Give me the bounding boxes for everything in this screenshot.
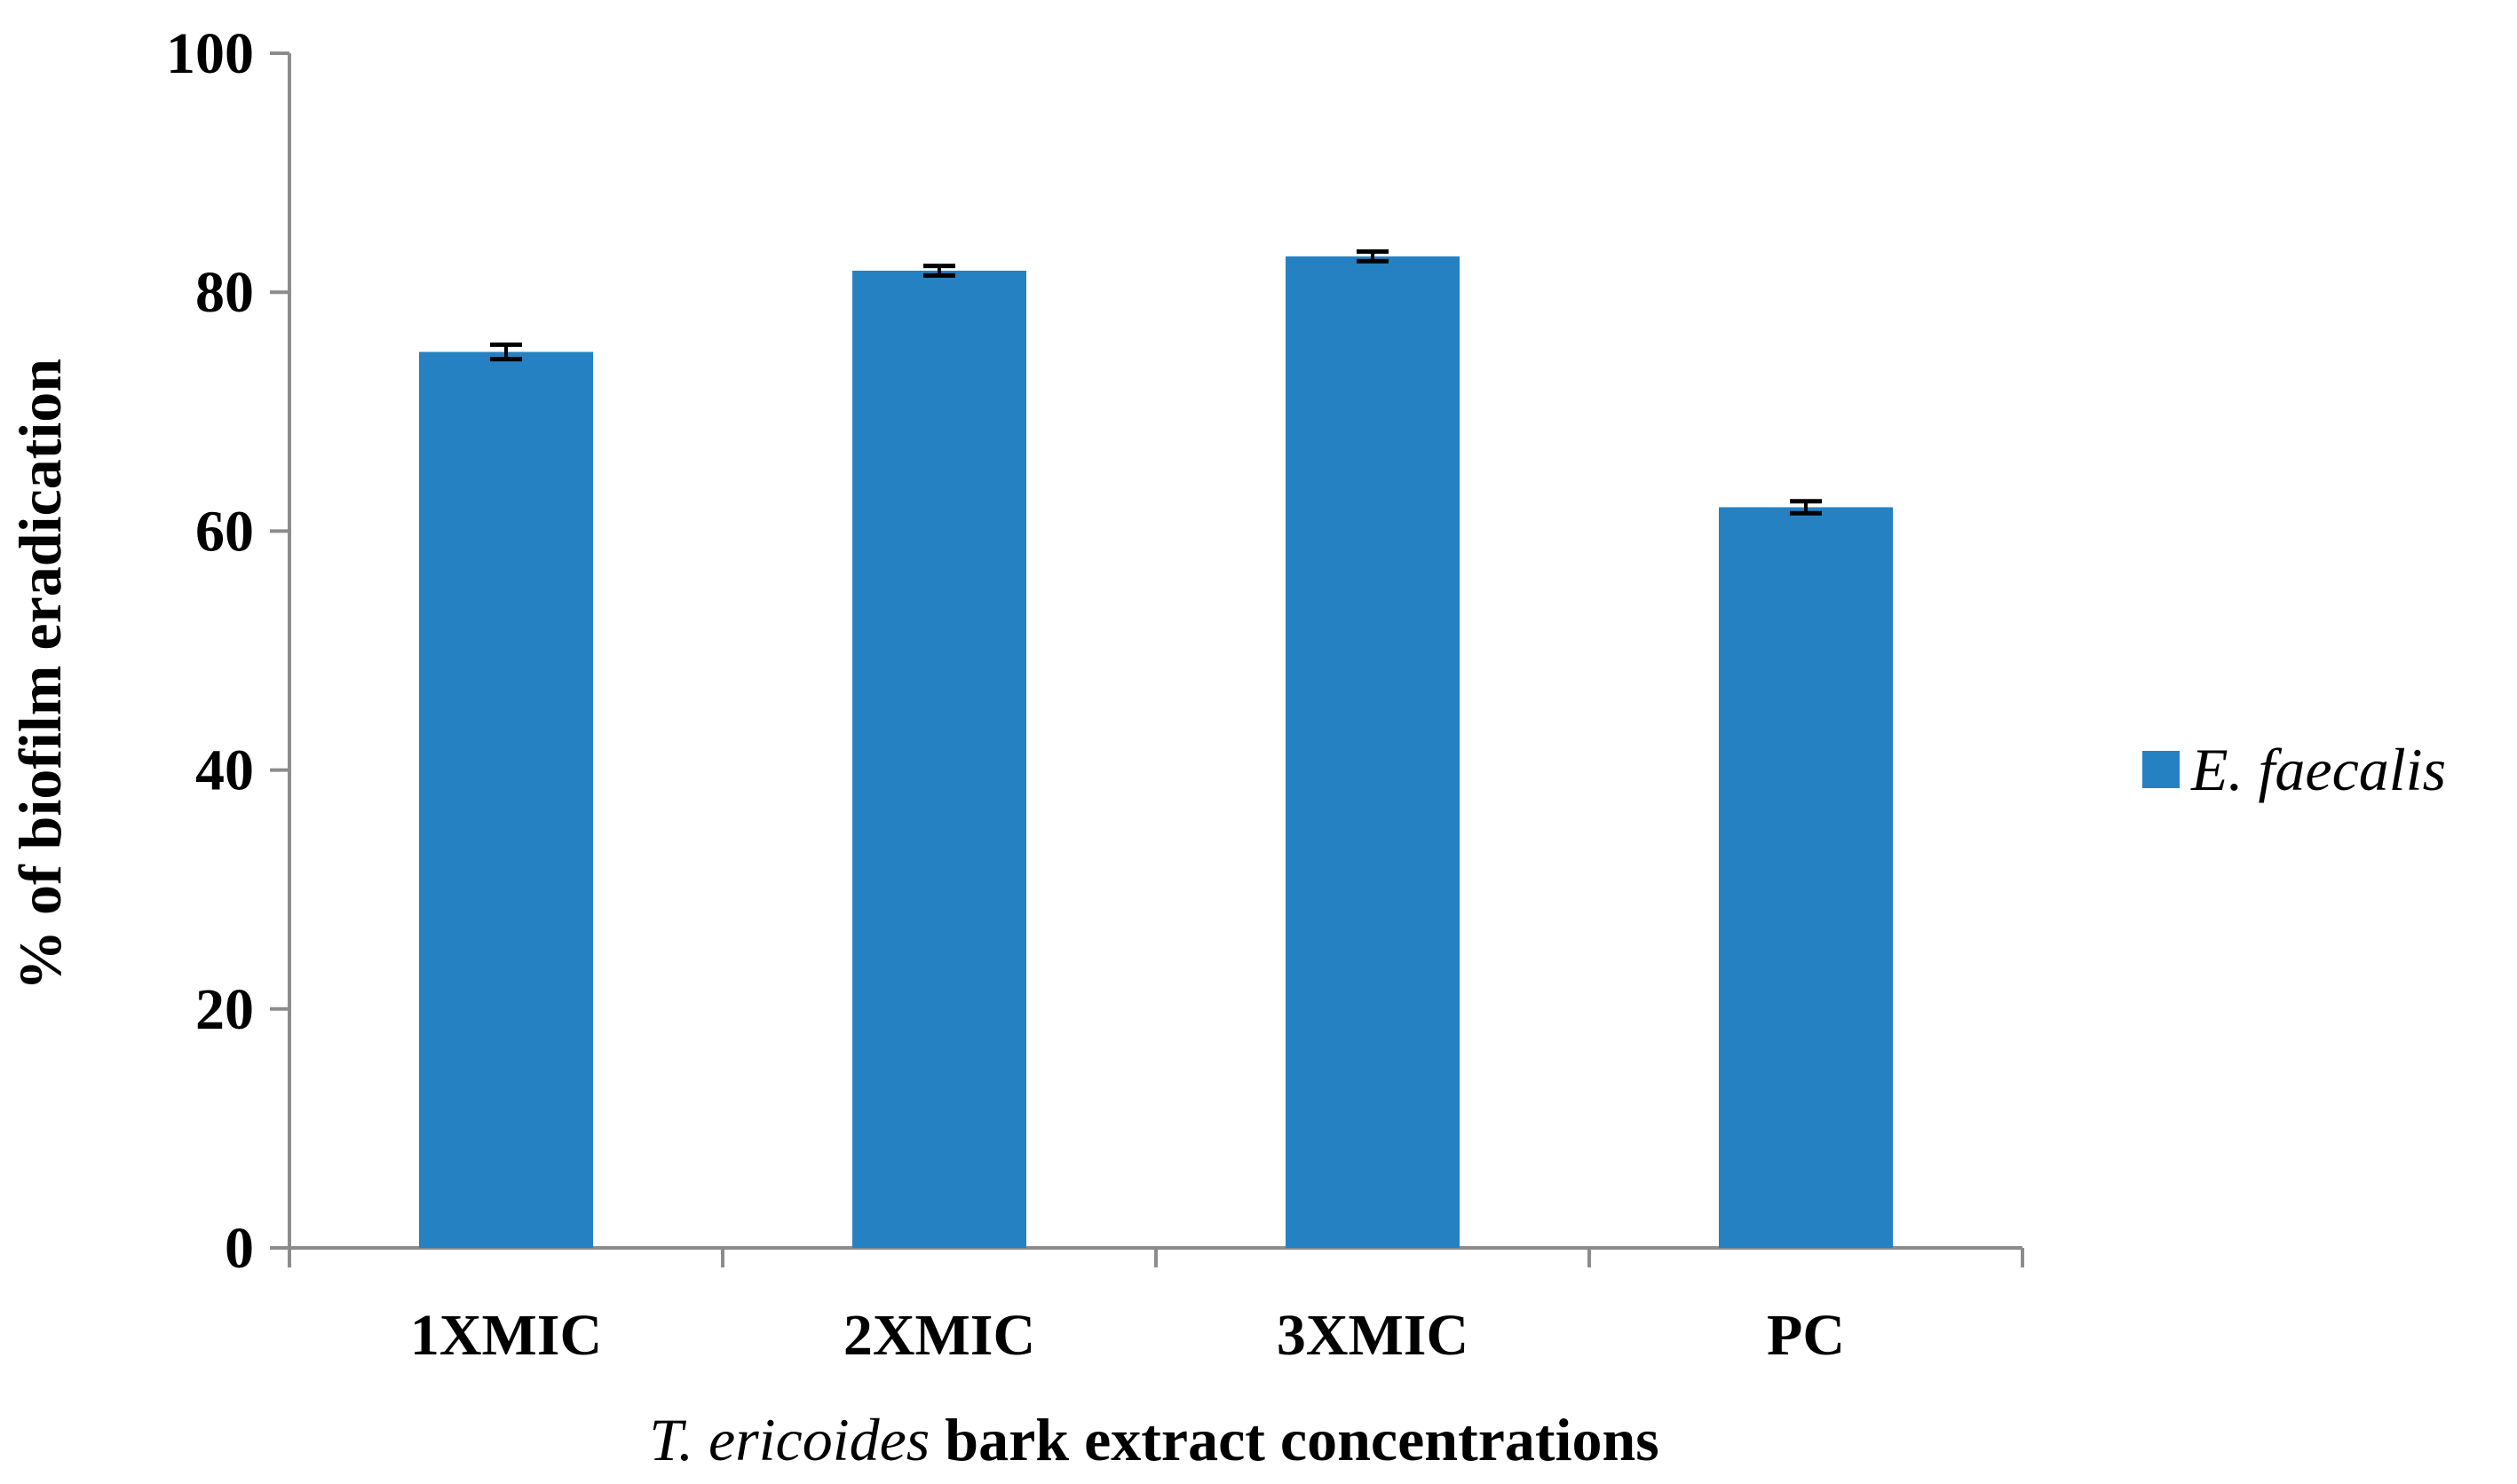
error-bar-series: [490, 249, 1822, 516]
error-bar-1xmic: [490, 342, 522, 362]
x-axis: 1XMIC 2XMIC 3XMIC PC: [288, 1246, 2024, 1368]
x-tick-label-2xmic: 2XMIC: [843, 1303, 1035, 1368]
x-tick-label-pc: PC: [1767, 1303, 1845, 1368]
bar-pc: [1719, 507, 1893, 1248]
error-bar-3xmic: [1357, 249, 1389, 264]
x-tick-label-1xmic: 1XMIC: [410, 1303, 602, 1368]
y-tick-label: 0: [225, 1216, 254, 1281]
bar-3xmic: [1286, 256, 1460, 1248]
x-axis-title: T. ericoides bark extract concentrations: [649, 1406, 1659, 1473]
bar-series: [419, 256, 1893, 1249]
y-axis: 0 20 40 60 80 100: [166, 21, 291, 1281]
y-tick-label: 20: [195, 977, 254, 1042]
y-tick-label: 100: [166, 21, 254, 86]
legend-swatch-e-faecalis: [2142, 751, 2180, 788]
y-tick-label: 60: [195, 499, 254, 564]
y-axis-title: % of biofilm eradication: [6, 359, 74, 991]
legend-label-e-faecalis: E. faecalis: [2190, 736, 2446, 803]
x-tick-label-3xmic: 3XMIC: [1277, 1303, 1468, 1368]
error-bar-2xmic: [923, 264, 955, 278]
y-tick-label: 80: [195, 260, 254, 325]
bar-2xmic: [852, 270, 1026, 1249]
legend: E. faecalis: [2142, 736, 2446, 803]
x-axis-title-italic: T. ericoides: [649, 1406, 930, 1473]
x-axis-title-rest: bark extract concentrations: [930, 1406, 1658, 1473]
y-tick-label: 40: [195, 738, 254, 803]
error-bar-pc: [1790, 499, 1822, 516]
bar-1xmic: [419, 351, 593, 1248]
